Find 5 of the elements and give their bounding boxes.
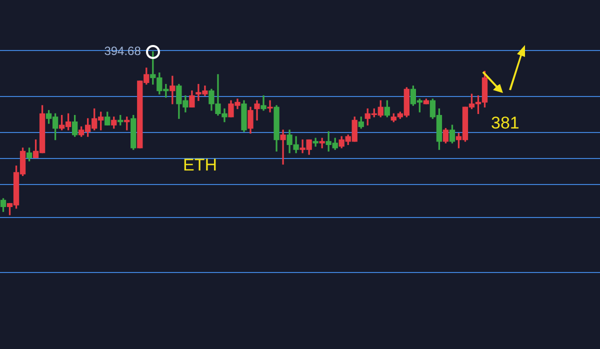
annotation: ETH [183, 156, 217, 175]
text: 381 [491, 114, 520, 133]
candlestick [280, 130, 286, 165]
candlestick [267, 100, 273, 112]
candlestick [170, 76, 176, 104]
